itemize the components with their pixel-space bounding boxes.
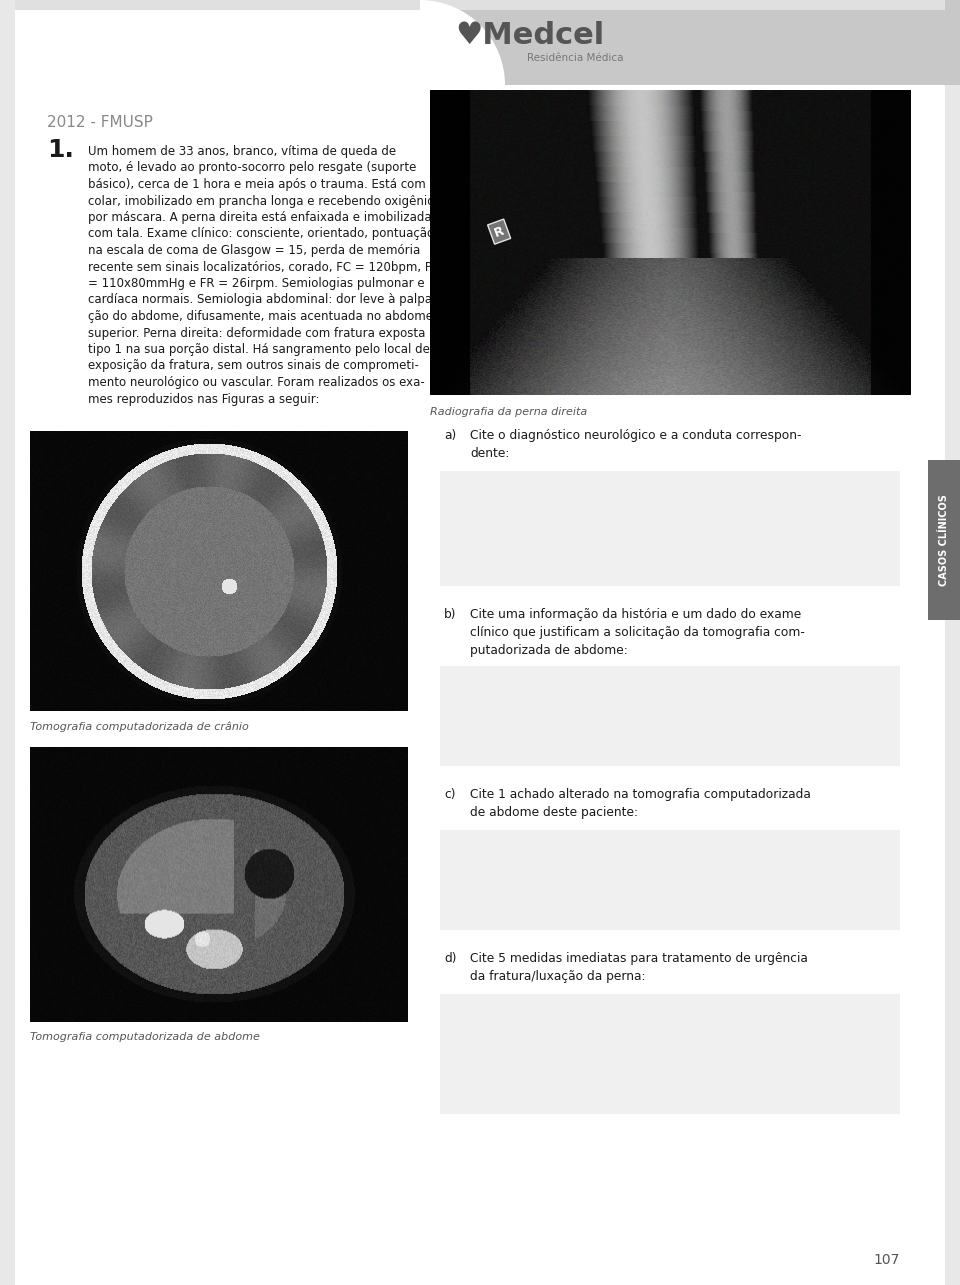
Text: Cite 5 medidas imediatas para tratamento de urgência
da fratura/luxação da perna: Cite 5 medidas imediatas para tratamento… <box>470 952 808 983</box>
Text: 107: 107 <box>874 1253 900 1267</box>
Text: mento neurológico ou vascular. Foram realizados os exa-: mento neurológico ou vascular. Foram rea… <box>88 377 424 389</box>
Text: Tomografia computadorizada de crânio: Tomografia computadorizada de crânio <box>30 721 249 731</box>
Text: R: R <box>492 224 506 239</box>
Bar <box>440 995 900 1114</box>
Text: a): a) <box>444 429 456 442</box>
Text: ção do abdome, difusamente, mais acentuada no abdome: ção do abdome, difusamente, mais acentua… <box>88 310 433 323</box>
Text: Um homem de 33 anos, branco, vítima de queda de: Um homem de 33 anos, branco, vítima de q… <box>88 145 396 158</box>
Text: Radiografia da perna direita: Radiografia da perna direita <box>430 407 588 418</box>
Text: na escala de coma de Glasgow = 15, perda de memória: na escala de coma de Glasgow = 15, perda… <box>88 244 420 257</box>
Text: cardíaca normais. Semiologia abdominal: dor leve à palpa-: cardíaca normais. Semiologia abdominal: … <box>88 293 437 307</box>
Text: com tala. Exame clínico: consciente, orientado, pontuação: com tala. Exame clínico: consciente, ori… <box>88 227 434 240</box>
Text: colar, imobilizado em prancha longa e recebendo oxigênio: colar, imobilizado em prancha longa e re… <box>88 194 434 207</box>
Bar <box>928 460 960 619</box>
Text: superior. Perna direita: deformidade com fratura exposta: superior. Perna direita: deformidade com… <box>88 326 425 339</box>
Text: mes reproduzidos nas Figuras a seguir:: mes reproduzidos nas Figuras a seguir: <box>88 392 320 406</box>
Text: = 110x80mmHg e FR = 26irpm. Semiologias pulmonar e: = 110x80mmHg e FR = 26irpm. Semiologias … <box>88 278 424 290</box>
Wedge shape <box>420 0 505 85</box>
Text: 1.: 1. <box>47 137 74 162</box>
Text: d): d) <box>444 952 457 965</box>
Text: ♥Medcel: ♥Medcel <box>455 21 605 50</box>
Bar <box>420 0 960 85</box>
Text: por máscara. A perna direita está enfaixada e imobilizada: por máscara. A perna direita está enfaix… <box>88 211 432 224</box>
Text: b): b) <box>444 608 457 621</box>
Bar <box>15 0 945 10</box>
Text: exposição da fratura, sem outros sinais de comprometi-: exposição da fratura, sem outros sinais … <box>88 360 419 373</box>
Text: Residência Médica: Residência Médica <box>527 53 623 63</box>
Text: Cite uma informação da história e um dado do exame
clínico que justificam a soli: Cite uma informação da história e um dad… <box>470 608 804 657</box>
Bar <box>440 472 900 586</box>
Text: Cite 1 achado alterado na tomografia computadorizada
de abdome deste paciente:: Cite 1 achado alterado na tomografia com… <box>470 788 811 819</box>
Bar <box>430 90 910 394</box>
Bar <box>440 830 900 930</box>
Text: básico), cerca de 1 hora e meia após o trauma. Está com: básico), cerca de 1 hora e meia após o t… <box>88 179 425 191</box>
Bar <box>30 430 408 711</box>
Text: moto, é levado ao pronto-socorro pelo resgate (suporte: moto, é levado ao pronto-socorro pelo re… <box>88 162 417 175</box>
Text: recente sem sinais localizatórios, corado, FC = 120bpm, PA: recente sem sinais localizatórios, corad… <box>88 261 439 274</box>
Text: tipo 1 na sua porção distal. Há sangramento pelo local de: tipo 1 na sua porção distal. Há sangrame… <box>88 343 430 356</box>
Bar <box>30 747 408 1022</box>
Bar <box>440 666 900 766</box>
Text: Tomografia computadorizada de abdome: Tomografia computadorizada de abdome <box>30 1032 260 1042</box>
Text: Cite o diagnóstico neurológico e a conduta correspon-
dente:: Cite o diagnóstico neurológico e a condu… <box>470 429 802 460</box>
Text: CASOS CLÍNICOS: CASOS CLÍNICOS <box>939 493 949 586</box>
Text: 2012 - FMUSP: 2012 - FMUSP <box>47 114 153 130</box>
Text: c): c) <box>444 788 455 801</box>
